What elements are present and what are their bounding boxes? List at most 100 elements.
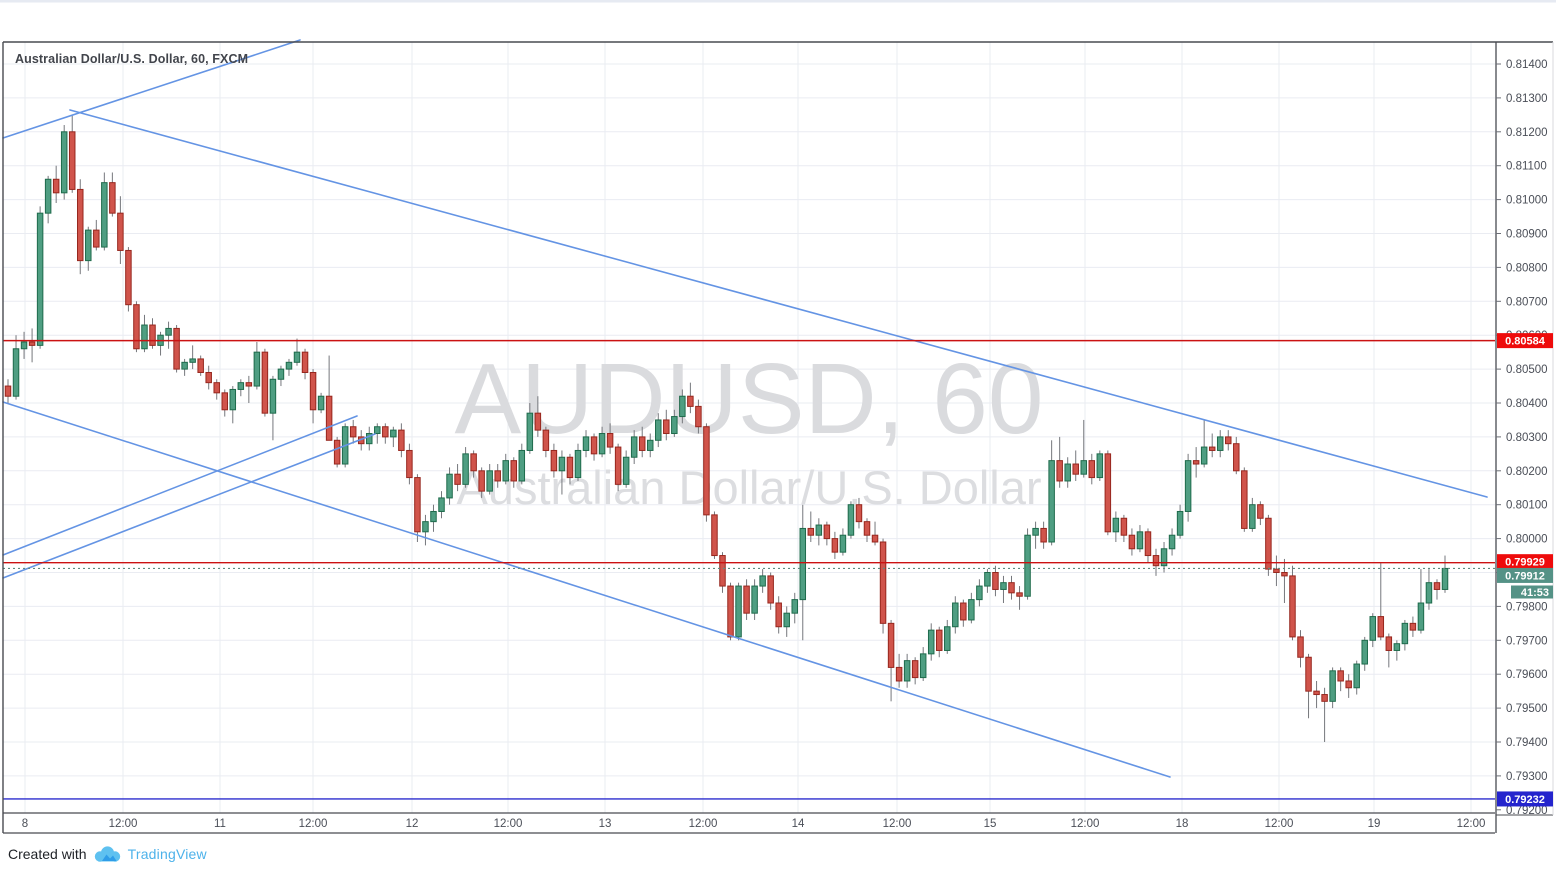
candle-body-up <box>1064 463 1071 482</box>
candle-body-up <box>486 470 493 492</box>
candle <box>44 175 52 224</box>
candle-body-up <box>85 229 92 262</box>
time-axis[interactable]: 8 12:00 11 12:00 12 12:00 13 12:00 14 12:00 15 12:0… <box>22 818 1486 830</box>
candle-body-down <box>349 426 357 438</box>
candle-body-up <box>847 504 855 536</box>
candle <box>671 409 678 437</box>
candle <box>895 653 903 688</box>
candle <box>1032 521 1039 549</box>
candle-body-down <box>261 351 269 414</box>
candle-body-down <box>173 327 180 370</box>
candle-body-up <box>582 436 590 451</box>
candle <box>960 599 967 627</box>
candle-body-up <box>36 212 44 346</box>
candle <box>1056 436 1063 488</box>
candle <box>1265 514 1272 576</box>
price-tick-label: 0.80500 <box>1506 364 1548 376</box>
candle-body-down <box>687 395 694 407</box>
candle <box>1176 504 1184 539</box>
candle-body-up <box>237 382 245 390</box>
candle-body-up <box>1000 582 1007 590</box>
candle-body-up <box>622 456 630 485</box>
candle-body-up <box>390 429 397 438</box>
candle <box>823 521 831 546</box>
footer-bar: Created with TradingView <box>8 841 207 867</box>
candle <box>606 423 614 454</box>
trendline-ascending-mid-2[interactable] <box>2 433 376 579</box>
candle-body-up <box>1032 527 1039 536</box>
candle <box>1184 453 1192 522</box>
candle <box>1016 586 1023 610</box>
candle-body-up <box>462 453 469 485</box>
time-tick-label: 13 <box>599 818 612 830</box>
candle <box>422 514 429 546</box>
candle-body-up <box>101 182 108 248</box>
candle-body-down <box>534 412 542 431</box>
candle <box>1241 467 1248 532</box>
candle <box>1321 687 1328 742</box>
candle <box>446 467 453 505</box>
candle-body-down <box>614 446 622 485</box>
candle-body-down <box>1273 568 1280 573</box>
trendline-descending-steep[interactable] <box>2 401 1171 778</box>
candle <box>20 331 28 359</box>
candle-body-up <box>229 388 237 411</box>
candle-body-down <box>1241 470 1248 529</box>
candle <box>502 453 509 485</box>
created-with-label: Created with <box>8 846 87 862</box>
price-tick-label: 0.81300 <box>1506 93 1548 105</box>
candle-body-down <box>1192 460 1200 465</box>
candle <box>952 596 959 634</box>
tradingview-brand-link[interactable]: TradingView <box>127 846 207 862</box>
time-tick-label: 19 <box>1368 818 1381 830</box>
price-tick-label: 0.81000 <box>1506 195 1548 207</box>
candle-body-down <box>895 666 903 682</box>
candle-body-down <box>398 429 405 451</box>
candle <box>12 335 20 400</box>
chart-legend-title[interactable]: Australian Dollar/U.S. Dollar, 60, FXCM <box>15 52 249 66</box>
candle-body-up <box>165 327 172 336</box>
candle-body-down <box>1337 670 1344 682</box>
candle <box>438 491 445 519</box>
candle <box>1096 450 1104 481</box>
candle-body-up <box>1417 602 1425 631</box>
candle-body-up <box>20 341 28 350</box>
tradingview-logo-icon[interactable] <box>94 845 121 863</box>
trendline-ascending-top-left[interactable] <box>2 39 301 139</box>
candle <box>1072 450 1079 481</box>
price-tick-label: 0.81200 <box>1506 127 1548 139</box>
candle-body-up <box>317 395 325 411</box>
candle <box>398 423 405 458</box>
candle-body-up <box>60 131 68 194</box>
candle-body-up <box>269 378 277 414</box>
price-tick-label: 0.79800 <box>1506 601 1548 613</box>
time-tick-label: 12:00 <box>689 818 718 830</box>
candle <box>1305 653 1312 719</box>
candle-body-down <box>301 351 309 373</box>
candle-body-down <box>935 629 943 651</box>
candle <box>1160 541 1168 573</box>
candle-body-down <box>245 382 253 387</box>
candle-body-up <box>1216 436 1224 451</box>
candle <box>1168 528 1176 556</box>
candle-body-up <box>189 358 196 363</box>
candle-body-down <box>4 385 12 397</box>
candle-body-up <box>293 351 301 363</box>
candle-body-up <box>903 660 911 682</box>
candle <box>1104 450 1112 536</box>
candle-body-down <box>221 392 229 411</box>
candle-body-down <box>52 178 60 194</box>
candle <box>759 569 766 593</box>
candle-body-down <box>1409 622 1417 631</box>
candle-body-down <box>775 602 782 628</box>
trendline-descending-main[interactable] <box>69 109 1488 498</box>
candle-body-up <box>1353 663 1360 689</box>
candle-body-down <box>1072 463 1079 475</box>
candle <box>1433 579 1441 600</box>
candle <box>598 426 606 458</box>
candle-body-down <box>1040 527 1047 543</box>
candle <box>1000 575 1007 604</box>
trendline-ascending-mid-1[interactable] <box>2 415 358 556</box>
